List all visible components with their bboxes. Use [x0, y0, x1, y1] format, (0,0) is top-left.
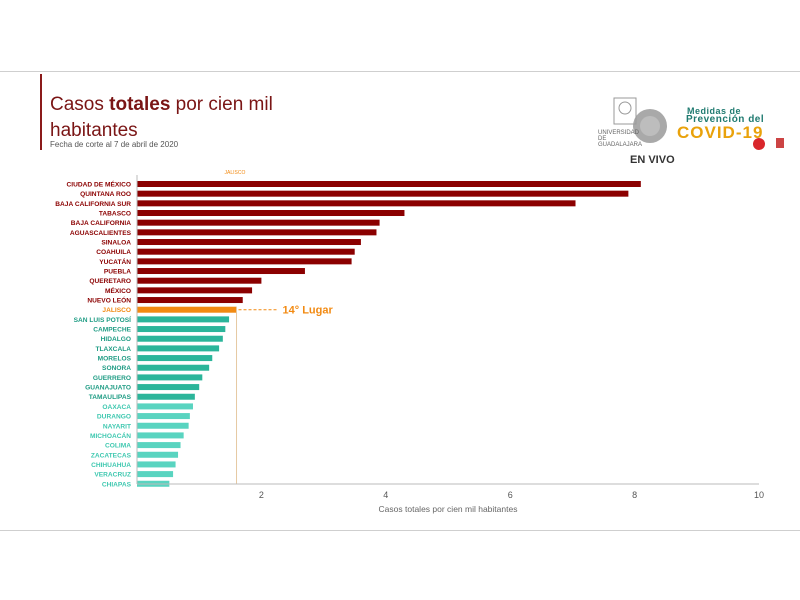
x-axis: 14° Lugar 2 4 6 8 10 Casos totales por cien mi… [136, 175, 764, 514]
covid-line2: Prevención del [686, 114, 765, 125]
bar [137, 181, 641, 187]
bar [137, 190, 629, 197]
title-line2: habitantes [50, 120, 138, 141]
bar [137, 422, 189, 429]
x-tick-label: 8 [632, 490, 637, 500]
x-tick-label: 10 [754, 490, 764, 500]
chart-subtitle: Fecha de corte al 7 de abril de 2020 [50, 140, 179, 149]
bar [137, 219, 380, 226]
category-label: TLAXCALA [95, 346, 131, 353]
category-label: SONORA [102, 365, 131, 372]
category-label: BAJA CALIFORNIA [71, 220, 131, 227]
live-badge: EN VIVO [630, 154, 675, 166]
bar [137, 432, 184, 439]
bar [137, 393, 195, 400]
bar [137, 316, 230, 323]
bar [137, 229, 377, 236]
covid-line1: Medidas de [687, 106, 742, 116]
category-label: TAMAULIPAS [89, 394, 132, 401]
x-tick-label: 6 [508, 490, 513, 500]
bar [137, 268, 305, 275]
bar-chart: JALISCO CIUDAD DE MÉXICO QUINTANA ROO BAJA … [55, 170, 764, 514]
bar [137, 384, 200, 391]
category-label: AGUASCALIENTES [70, 230, 132, 237]
university-logo-text: UNIVERSIDAD DE GUADALAJARA [598, 130, 643, 148]
bar [137, 364, 210, 371]
highlight-top-label: JALISCO [225, 170, 246, 176]
category-label: MÉXICO [105, 286, 131, 295]
bar [137, 461, 176, 468]
category-label: OAXACA [102, 404, 131, 411]
category-label: GUERRERO [93, 375, 131, 382]
bar [137, 306, 237, 313]
bar [137, 297, 243, 304]
bar [137, 345, 220, 352]
title-bold: totales [109, 94, 171, 115]
bar [137, 239, 361, 246]
category-label: CHIHUAHUA [91, 462, 131, 469]
category-label: CAMPECHE [93, 327, 131, 334]
bar [137, 471, 174, 478]
logo-area [596, 92, 792, 172]
category-label: ZACATECAS [91, 452, 132, 459]
annotation-label: 14° Lugar [283, 305, 334, 317]
category-label: DURANGO [97, 414, 131, 421]
bar [137, 277, 262, 284]
category-label: QUINTANA ROO [80, 191, 131, 198]
category-labels: JALISCO CIUDAD DE MÉXICO QUINTANA ROO BAJA … [55, 170, 245, 488]
category-label: VERACRUZ [94, 472, 131, 479]
bar [137, 200, 576, 207]
x-tick-label: 4 [383, 490, 388, 500]
bar [137, 451, 179, 458]
title-accent-bar [40, 74, 42, 150]
x-axis-title: Casos totales por cien mil habitantes [379, 504, 518, 514]
bar [137, 326, 226, 333]
category-label: SINALOA [101, 240, 131, 247]
category-label: NAYARIT [103, 423, 131, 430]
covid-title: COVID-19 [677, 123, 764, 142]
bar [137, 413, 190, 420]
category-label: NUEVO LEÓN [87, 296, 131, 305]
bar [137, 442, 181, 449]
x-tick-label: 2 [259, 490, 264, 500]
category-label: COLIMA [105, 443, 131, 450]
category-label: CIUDAD DE MÉXICO [67, 180, 131, 189]
category-label: MICHOACÁN [90, 431, 131, 440]
category-label: BAJA CALIFORNIA SUR [55, 201, 131, 208]
category-label: CHIAPAS [102, 481, 132, 488]
category-label: HIDALGO [101, 336, 131, 343]
title-part2: por cien mil [170, 94, 273, 115]
bar [137, 335, 223, 342]
bar [137, 248, 355, 255]
bars-layer [137, 181, 641, 487]
bar [137, 258, 352, 265]
title-part1: Casos [50, 94, 110, 115]
bar [137, 287, 253, 294]
category-label: JALISCO [102, 307, 131, 314]
category-label: COAHUILA [96, 249, 131, 256]
category-label: GUANAJUATO [85, 385, 131, 392]
category-label: QUERETARO [89, 278, 131, 285]
university-seal-icon [613, 97, 784, 150]
category-label: PUEBLA [104, 269, 131, 276]
bar [137, 403, 193, 410]
category-label: MORELOS [98, 356, 132, 363]
category-label: YUCATÁN [99, 257, 131, 266]
chart-title: Casos totales por cien mil habitantes [50, 92, 310, 144]
category-label: TABASCO [99, 211, 131, 218]
bar [137, 210, 405, 217]
bar [137, 374, 203, 381]
category-label: SAN LUIS POTOSÍ [74, 315, 132, 324]
bar [137, 355, 213, 362]
slide: Casos totales por cien mil habitantes Fec… [0, 71, 800, 531]
